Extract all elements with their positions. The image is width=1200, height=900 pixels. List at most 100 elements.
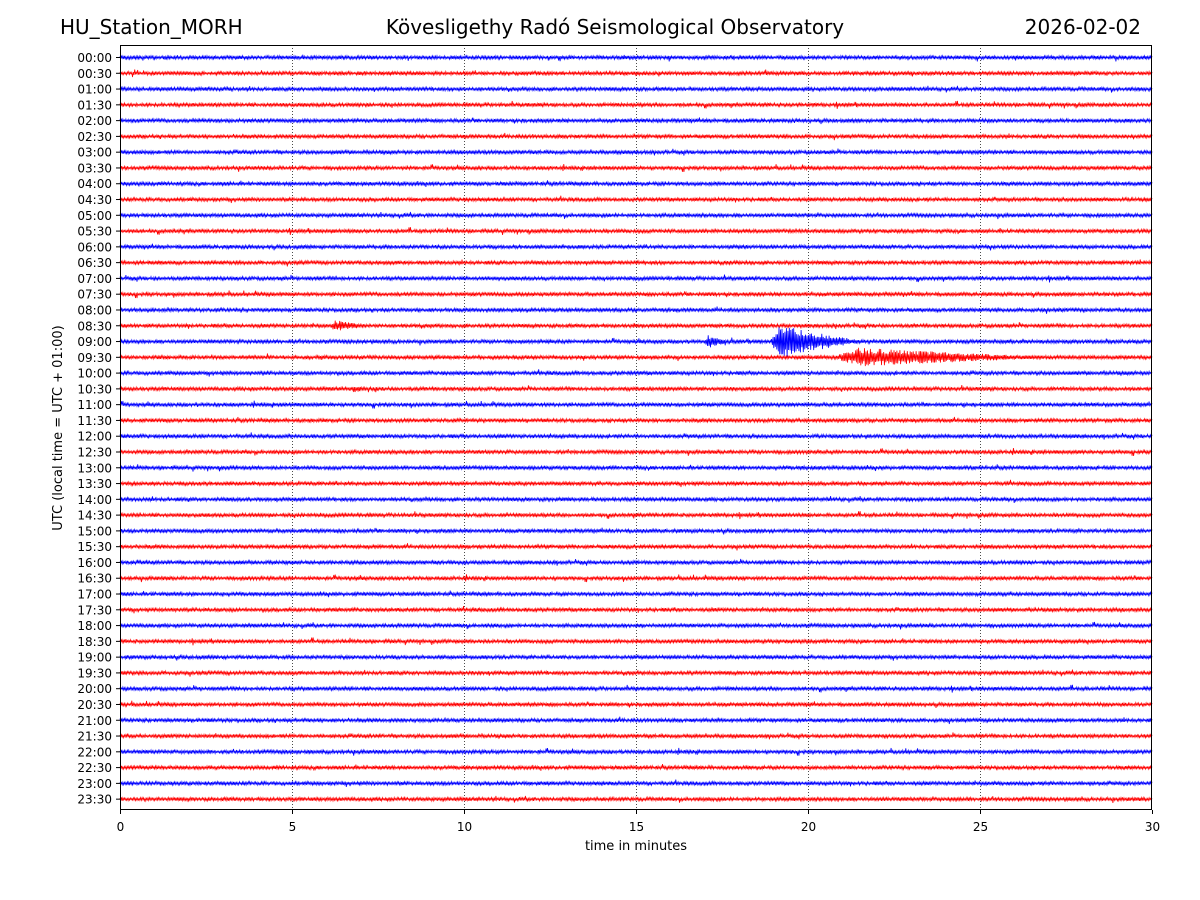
trace-2300 (119, 779, 1153, 787)
trace-1130 (119, 416, 1153, 424)
trace-0900 (119, 327, 1153, 358)
ytick-label-1100: 11:00 (77, 398, 112, 412)
xtick-label-30: 30 (1145, 820, 1160, 834)
ytick-label-0130: 01:30 (77, 98, 112, 112)
ytick-label-2030: 20:30 (77, 698, 112, 712)
ytick-label-0830: 08:30 (77, 319, 112, 333)
ytick-label-1000: 10:00 (77, 367, 112, 381)
trace-2030 (119, 700, 1153, 708)
ytick-label-1930: 19:30 (77, 666, 112, 680)
ytick-label-0930: 09:30 (77, 351, 112, 365)
ytick-label-2000: 20:00 (77, 682, 112, 696)
trace-0600 (119, 243, 1153, 251)
ytick-label-0230: 02:30 (77, 130, 112, 144)
trace-1800 (119, 621, 1153, 630)
trace-1000 (119, 369, 1153, 377)
seismic-traces (119, 54, 1153, 804)
ytick-label-1700: 17:00 (77, 588, 112, 602)
ytick-label-0400: 04:00 (77, 177, 112, 191)
ytick-label-2330: 23:30 (77, 793, 112, 807)
ytick-label-0300: 03:00 (77, 146, 112, 160)
trace-1330 (119, 479, 1153, 488)
ytick-label-0500: 05:00 (77, 209, 112, 223)
trace-0000 (119, 54, 1153, 62)
trace-0630 (119, 259, 1153, 267)
ytick-label-2230: 22:30 (77, 761, 112, 775)
ytick-label-0200: 02:00 (77, 114, 112, 128)
ytick-label-1230: 12:30 (77, 446, 112, 460)
y-axis-label: UTC (local time = UTC + 01:00) (51, 325, 66, 530)
xtick-label-15: 15 (629, 820, 644, 834)
ytick-label-2300: 23:00 (77, 777, 112, 791)
trace-0430 (119, 195, 1153, 204)
ytick-label-1830: 18:30 (77, 635, 112, 649)
trace-1900 (119, 653, 1153, 661)
trace-1700 (119, 590, 1153, 598)
plot-frame (120, 45, 1152, 810)
grid-lines (292, 45, 981, 810)
ytick-label-0630: 06:30 (77, 256, 112, 270)
ytick-label-0030: 00:30 (77, 67, 112, 81)
trace-1830 (119, 637, 1153, 646)
trace-1430 (119, 511, 1153, 520)
trace-2130 (119, 732, 1153, 740)
trace-0830 (119, 320, 1153, 331)
trace-1600 (119, 558, 1153, 566)
ytick-label-1130: 11:30 (77, 414, 112, 428)
trace-0300 (119, 148, 1153, 156)
trace-1730 (119, 605, 1153, 614)
record-date: 2026-02-02 (1024, 15, 1141, 39)
trace-1300 (119, 464, 1153, 472)
ytick-label-0330: 03:30 (77, 161, 112, 175)
trace-1500 (119, 527, 1153, 535)
trace-0500 (119, 211, 1153, 220)
trace-0400 (119, 180, 1153, 188)
x-axis-label: time in minutes (585, 839, 687, 854)
ytick-label-2100: 21:00 (77, 714, 112, 728)
trace-0130 (119, 100, 1153, 109)
ytick-label-1400: 14:00 (77, 493, 112, 507)
trace-0800 (119, 306, 1153, 314)
ytick-label-0800: 08:00 (77, 303, 112, 317)
ytick-label-1530: 15:30 (77, 540, 112, 554)
trace-0700 (119, 274, 1153, 283)
ytick-label-2200: 22:00 (77, 745, 112, 759)
ytick-label-0600: 06:00 (77, 240, 112, 254)
station-name: HU_Station_MORH (60, 15, 243, 39)
trace-2330 (119, 795, 1153, 804)
trace-0230 (119, 132, 1153, 141)
ytick-label-1200: 12:00 (77, 430, 112, 444)
ytick-label-2130: 21:30 (77, 730, 112, 744)
ytick-label-1500: 15:00 (77, 524, 112, 538)
trace-1230 (119, 448, 1153, 456)
ytick-label-1630: 16:30 (77, 572, 112, 586)
trace-0330 (119, 163, 1153, 172)
trace-0930 (119, 347, 1153, 367)
trace-1200 (119, 432, 1153, 440)
ytick-label-0530: 05:30 (77, 225, 112, 239)
xtick-label-10: 10 (457, 820, 472, 834)
ytick-label-1730: 17:30 (77, 603, 112, 617)
trace-1930 (119, 669, 1153, 677)
ytick-label-1030: 10:30 (77, 382, 112, 396)
trace-1030 (119, 384, 1153, 393)
trace-0730 (119, 290, 1153, 299)
ytick-label-0100: 01:00 (77, 83, 112, 97)
ytick-label-0430: 04:30 (77, 193, 112, 207)
trace-2200 (119, 747, 1153, 756)
trace-0530 (119, 227, 1153, 236)
trace-1100 (119, 400, 1153, 409)
xtick-label-5: 5 (289, 820, 297, 834)
x-axis-ticks: 0 5 10 15 20 25 30 (117, 810, 1160, 834)
ytick-label-0900: 09:00 (77, 335, 112, 349)
ytick-label-1600: 16:00 (77, 556, 112, 570)
ytick-label-0730: 07:30 (77, 288, 112, 302)
ytick-label-1300: 13:00 (77, 461, 112, 475)
trace-1630 (119, 574, 1153, 583)
ytick-label-1800: 18:00 (77, 619, 112, 633)
trace-2100 (119, 716, 1153, 725)
ytick-label-1430: 14:30 (77, 509, 112, 523)
trace-0100 (119, 85, 1153, 93)
